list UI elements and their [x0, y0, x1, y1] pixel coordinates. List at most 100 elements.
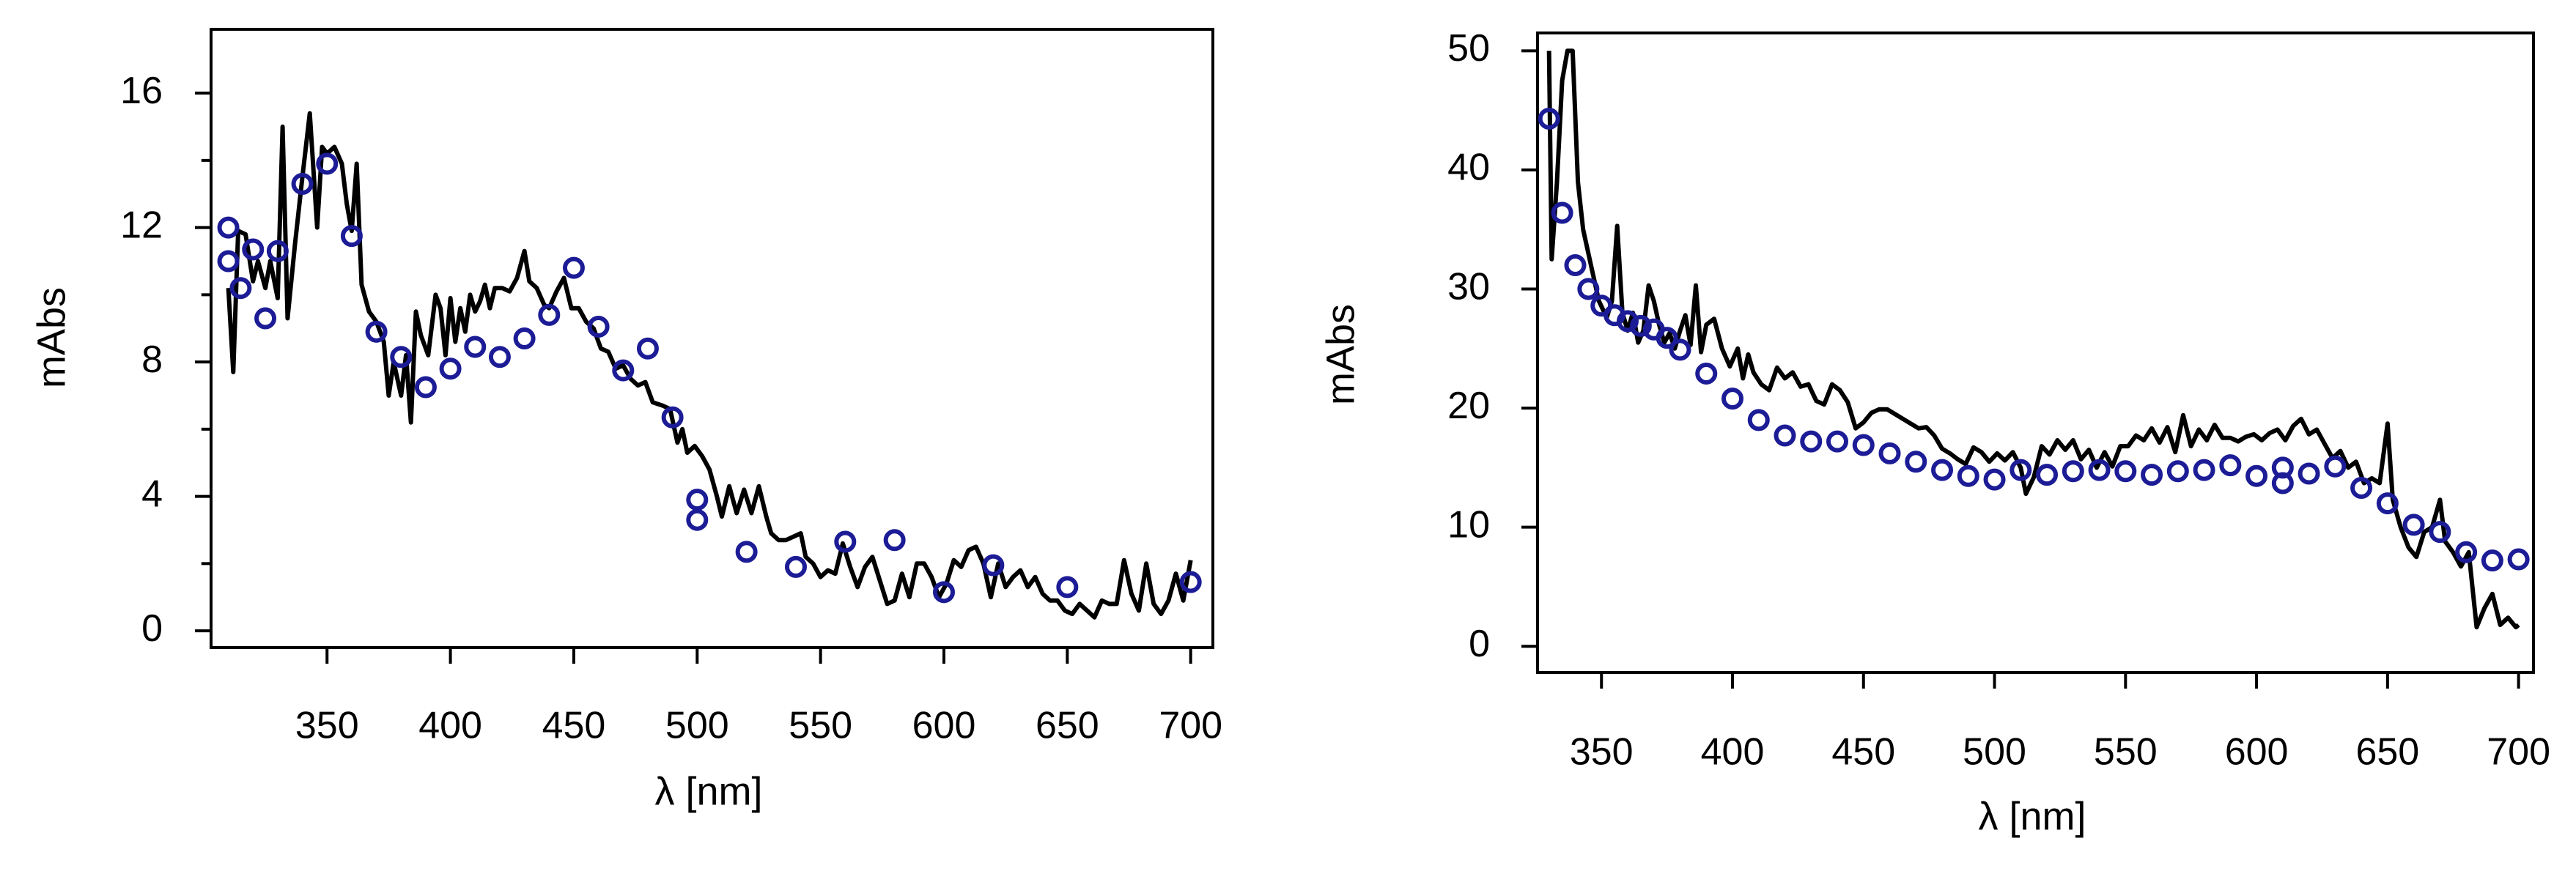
- data-point: [291, 173, 314, 195]
- data-point: [538, 303, 561, 326]
- y-tick-label: 12: [120, 204, 163, 246]
- x-tick-label: 400: [1701, 731, 1765, 774]
- data-point: [1564, 254, 1587, 277]
- y-tick-label: 10: [1447, 503, 1490, 546]
- data-point: [784, 555, 807, 578]
- spectrum-line: [226, 111, 1193, 620]
- data-point: [661, 406, 684, 429]
- data-point: [1774, 424, 1796, 447]
- data-point: [513, 327, 536, 349]
- data-point: [464, 336, 487, 358]
- data-point: [2298, 462, 2320, 485]
- data-point: [2324, 455, 2347, 478]
- plot-frame: [1536, 32, 2535, 674]
- spectrum-line: [1546, 48, 2520, 630]
- data-point: [340, 225, 363, 248]
- data-point: [2455, 541, 2478, 563]
- y-tick-label: 8: [141, 338, 163, 381]
- chart: 350 400 450 500 550 600 650 700 0 10 20 30 40 50 λ [nm…: [1318, 27, 2550, 838]
- data-point: [254, 307, 277, 330]
- data-point: [2429, 521, 2451, 544]
- data-point: [266, 240, 289, 262]
- data-point: [1577, 278, 1600, 300]
- y-axis-title: mAbs: [1318, 304, 1362, 405]
- data-point: [2062, 460, 2084, 483]
- x-tick-label: 700: [2487, 731, 2550, 774]
- data-point: [1551, 201, 1573, 224]
- data-point: [488, 346, 511, 368]
- data-point: [1179, 571, 1202, 593]
- data-point: [1538, 108, 1560, 130]
- x-tick-label: 500: [665, 705, 729, 747]
- data-point: [2088, 459, 2111, 481]
- data-point: [686, 489, 709, 511]
- data-point: [883, 529, 906, 552]
- y-axis-title: mAbs: [29, 287, 73, 388]
- data-point: [2350, 477, 2373, 500]
- data-point: [612, 359, 635, 382]
- data-point: [1669, 338, 1691, 361]
- x-tick-label: 500: [1963, 731, 2026, 774]
- x-tick-label: 700: [1159, 705, 1222, 747]
- x-tick-label: 600: [912, 705, 976, 747]
- data-point: [1656, 327, 1678, 349]
- data-point: [2036, 464, 2059, 486]
- data-point: [1852, 434, 1875, 456]
- x-tick-label: 450: [1831, 731, 1895, 774]
- x-tick-label: 600: [2225, 731, 2289, 774]
- data-point: [439, 357, 462, 380]
- data-point: [1616, 310, 1639, 333]
- data-point: [217, 216, 240, 239]
- y-tick-label: 0: [141, 607, 163, 650]
- data-point: [932, 581, 955, 604]
- chart: 350 400 450 500 550 600 650 700 0 4 8 12 16 λ [nm] mAb…: [29, 28, 1222, 813]
- data-point: [217, 250, 240, 273]
- x-axis-title: λ [nm]: [654, 769, 762, 813]
- data-point: [2481, 549, 2503, 572]
- data-point: [414, 376, 437, 399]
- x-tick-label: 650: [1036, 705, 1099, 747]
- data-point: [2166, 460, 2189, 483]
- data-point: [1878, 442, 1901, 464]
- y-tick-label: 4: [141, 472, 163, 515]
- data-point: [1747, 409, 1770, 431]
- data-point: [2376, 492, 2399, 515]
- x-tick-label: 550: [2094, 731, 2158, 774]
- data-point: [2193, 459, 2215, 481]
- data-point: [1721, 388, 1744, 410]
- data-point: [2402, 514, 2425, 536]
- data-point: [316, 152, 339, 175]
- data-point: [2219, 454, 2242, 477]
- x-tick-label: 450: [542, 705, 606, 747]
- data-point: [1800, 430, 1823, 453]
- y-tick-label: 16: [120, 70, 163, 112]
- x-tick-label: 550: [789, 705, 852, 747]
- y-tick-label: 20: [1447, 385, 1490, 427]
- y-tick-label: 0: [1469, 623, 1490, 665]
- data-point: [365, 320, 388, 343]
- data-point: [735, 541, 758, 563]
- data-point: [2271, 472, 2294, 494]
- y-tick-label: 50: [1447, 27, 1490, 70]
- data-point: [2141, 464, 2163, 486]
- data-point: [1826, 430, 1849, 453]
- data-point: [229, 277, 252, 300]
- data-point: [390, 346, 413, 368]
- x-tick-label: 650: [2355, 731, 2419, 774]
- data-point: [1056, 576, 1079, 598]
- data-point: [982, 554, 1005, 577]
- data-point: [1905, 451, 1927, 473]
- x-tick-label: 350: [295, 705, 359, 747]
- data-point: [636, 337, 659, 360]
- x-tick-label: 400: [418, 705, 482, 747]
- data-point: [1983, 468, 2006, 491]
- plot-frame: [210, 28, 1214, 649]
- data-point: [2507, 548, 2530, 571]
- data-point: [1629, 314, 1652, 337]
- y-tick-label: 30: [1447, 265, 1490, 308]
- data-point: [2245, 464, 2268, 487]
- x-tick-label: 350: [1570, 731, 1634, 774]
- x-axis-title: λ [nm]: [1978, 794, 2086, 838]
